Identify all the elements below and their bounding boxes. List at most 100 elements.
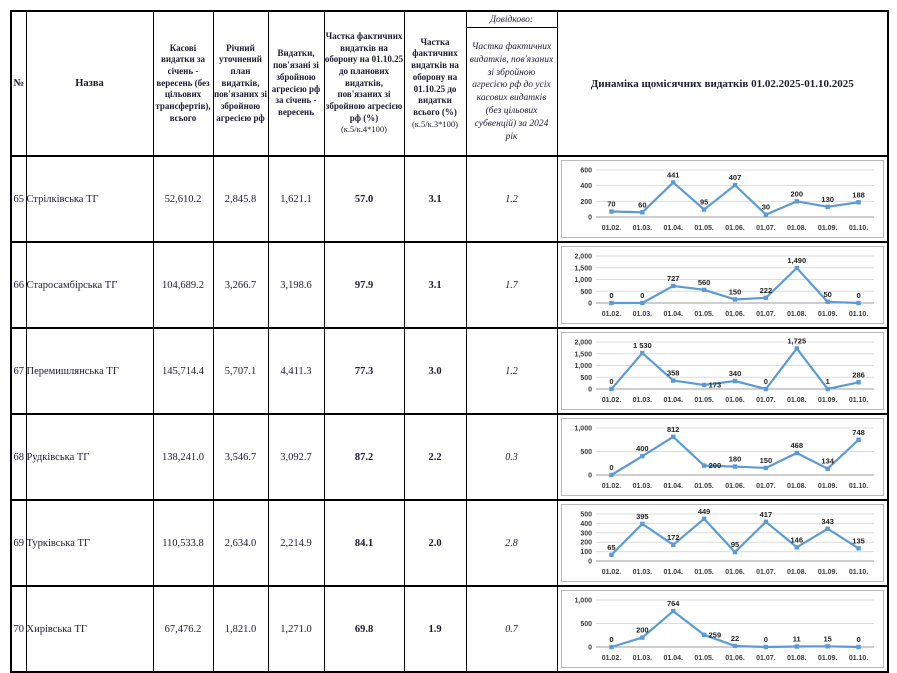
data-point-marker — [639, 521, 645, 527]
data-point-marker — [732, 643, 737, 649]
data-point-marker — [794, 346, 799, 351]
share-of-total-cell: 2.2 — [403, 413, 467, 501]
data-point-label: 200 — [790, 189, 803, 198]
spending-dynamics-chart: 0 500 1,000 1,500 2,000 01.02. 01.03. 01.04. 01.… — [560, 332, 884, 410]
x-axis-tick-label: 01.06. — [725, 311, 745, 318]
table-row: 68 Рудківська ТГ 138,241.0 3,546.7 3,092.7 87… — [10, 413, 889, 501]
x-axis-tick-label: 01.08. — [787, 569, 807, 576]
table-row: 69 Турківська ТГ 110,533.8 2,634.0 2,214.9 84… — [10, 499, 889, 587]
row-number-cell: 67 — [10, 327, 27, 415]
defense-spending-table: № Назва Касові видатки за січень - верес… — [10, 10, 889, 673]
data-point-marker — [824, 204, 830, 210]
y-axis-tick-label: 0 — [588, 645, 592, 652]
y-axis-tick-label: 1,000 — [574, 426, 592, 433]
cash-expenditures-cell: 104,689.2 — [152, 241, 214, 329]
y-axis-tick-label: 200 — [580, 199, 592, 206]
data-point-marker — [855, 644, 861, 650]
x-axis-tick-label: 01.08. — [787, 225, 807, 232]
y-axis-tick-label: 0 — [588, 301, 592, 308]
x-axis-tick-label: 01.07. — [756, 311, 776, 318]
y-axis-tick-label: 500 — [580, 375, 592, 382]
data-point-marker — [763, 519, 768, 525]
x-axis-tick-label: 01.04. — [663, 311, 683, 318]
x-axis-tick-label: 01.05. — [694, 483, 714, 490]
data-point-label: 135 — [852, 536, 865, 545]
data-point-marker — [855, 437, 861, 443]
reference-description: Частка фактичних видатків, пов'язаних зі… — [469, 42, 554, 142]
data-point-marker — [608, 300, 614, 306]
community-name-cell: Турківська ТГ — [25, 499, 154, 587]
col-header-annual-plan: Річний уточнений план видатків, пов'язан… — [212, 10, 269, 157]
data-point-label: 150 — [759, 456, 772, 465]
y-axis-tick-label: 500 — [580, 621, 592, 628]
x-axis-tick-label: 01.09. — [817, 311, 837, 318]
x-axis-tick-label: 01.04. — [663, 655, 683, 662]
x-axis-tick-label: 01.04. — [663, 483, 683, 490]
share-of-plan-cell: 69.8 — [323, 585, 405, 673]
x-axis-tick-label: 01.05. — [694, 655, 714, 662]
col-header-cash-expenditures: Касові видатки за січень - вересень (без… — [152, 10, 214, 157]
data-point-label: 764 — [666, 599, 679, 608]
data-point-marker — [670, 283, 675, 289]
x-axis-tick-label: 01.03. — [632, 225, 652, 232]
table-row: 67 Перемишлянська ТГ 145,714.4 5,707.1 4,411… — [10, 327, 889, 415]
data-point-marker — [732, 297, 737, 302]
col-header-share-of-total: Частка фактичних видатків на оборону на … — [403, 10, 467, 157]
monthly-dynamics-chart-cell: 0 200 400 600 01.02. 01.03. 01.04. 01.05. 01.06.… — [556, 155, 889, 243]
x-axis-tick-label: 01.02. — [601, 311, 621, 318]
data-point-label: 172 — [666, 533, 679, 542]
data-point-marker — [763, 386, 768, 392]
share-of-plan-cell: 77.3 — [323, 327, 405, 415]
x-axis-tick-label: 01.06. — [725, 655, 745, 662]
reference-share-cell: 0.3 — [465, 413, 558, 501]
data-point-label: 1,725 — [787, 336, 806, 345]
col-header-number: № — [10, 10, 27, 157]
data-point-marker — [824, 466, 830, 471]
data-point-marker — [763, 465, 768, 471]
share-of-total-formula: (к.5/к.3*100) — [411, 118, 459, 129]
row-number-cell: 69 — [10, 499, 27, 587]
annual-plan-cell: 5,707.1 — [212, 327, 269, 415]
data-point-marker — [701, 516, 706, 521]
share-of-plan-cell: 57.0 — [323, 155, 405, 243]
data-point-label: 95 — [730, 540, 738, 549]
data-point-marker — [670, 434, 675, 440]
y-axis-tick-label: 400 — [580, 183, 592, 190]
data-point-marker — [763, 295, 768, 300]
data-point-label: 449 — [697, 507, 710, 516]
data-point-marker — [794, 199, 799, 204]
x-axis-tick-label: 01.02. — [601, 655, 621, 662]
data-point-marker — [732, 182, 737, 188]
data-point-marker — [701, 632, 706, 638]
share-of-plan-formula: (к.5/к.4*100) — [340, 124, 388, 135]
x-axis-tick-label: 01.09. — [817, 483, 837, 490]
spending-dynamics-chart: 0 500 1,000 1,500 2,000 01.02. 01.03. 01.04. 01.… — [560, 246, 884, 324]
y-axis-tick-label: 0 — [588, 473, 592, 480]
x-axis-tick-label: 01.10. — [848, 311, 868, 318]
data-point-label: 130 — [821, 195, 834, 204]
data-point-label: 358 — [666, 369, 679, 378]
data-point-label: 286 — [852, 370, 865, 379]
y-axis-tick-label: 1,500 — [574, 265, 592, 272]
x-axis-tick-label: 01.07. — [756, 569, 776, 576]
reference-share-cell: 1.7 — [465, 241, 558, 329]
y-axis-tick-label: 1,000 — [574, 598, 592, 605]
monthly-dynamics-chart-cell: 0 500 1,000 01.02. 01.03. 01.04. 01.05. 01.06. 0… — [556, 413, 889, 501]
y-axis-tick-label: 100 — [580, 549, 592, 556]
cash-expenditures-cell: 145,714.4 — [152, 327, 214, 415]
data-point-marker — [639, 350, 645, 356]
x-axis-tick-label: 01.09. — [817, 569, 837, 576]
war-expenditures-cell: 3,092.7 — [267, 413, 325, 501]
col-header-chart-title: Динаміка щомісячних видатків 01.02.2025-… — [556, 10, 889, 157]
data-point-marker — [608, 386, 614, 392]
y-axis-tick-label: 500 — [580, 289, 592, 296]
annual-plan-cell: 3,266.7 — [212, 241, 269, 329]
share-of-total-cell: 3.0 — [403, 327, 467, 415]
x-axis-tick-label: 01.10. — [848, 655, 868, 662]
data-point-label: 748 — [852, 428, 865, 437]
reference-share-cell: 1.2 — [465, 155, 558, 243]
data-point-label: 0 — [763, 635, 767, 644]
data-point-label: 15 — [823, 634, 831, 643]
cash-expenditures-cell: 110,533.8 — [152, 499, 214, 587]
